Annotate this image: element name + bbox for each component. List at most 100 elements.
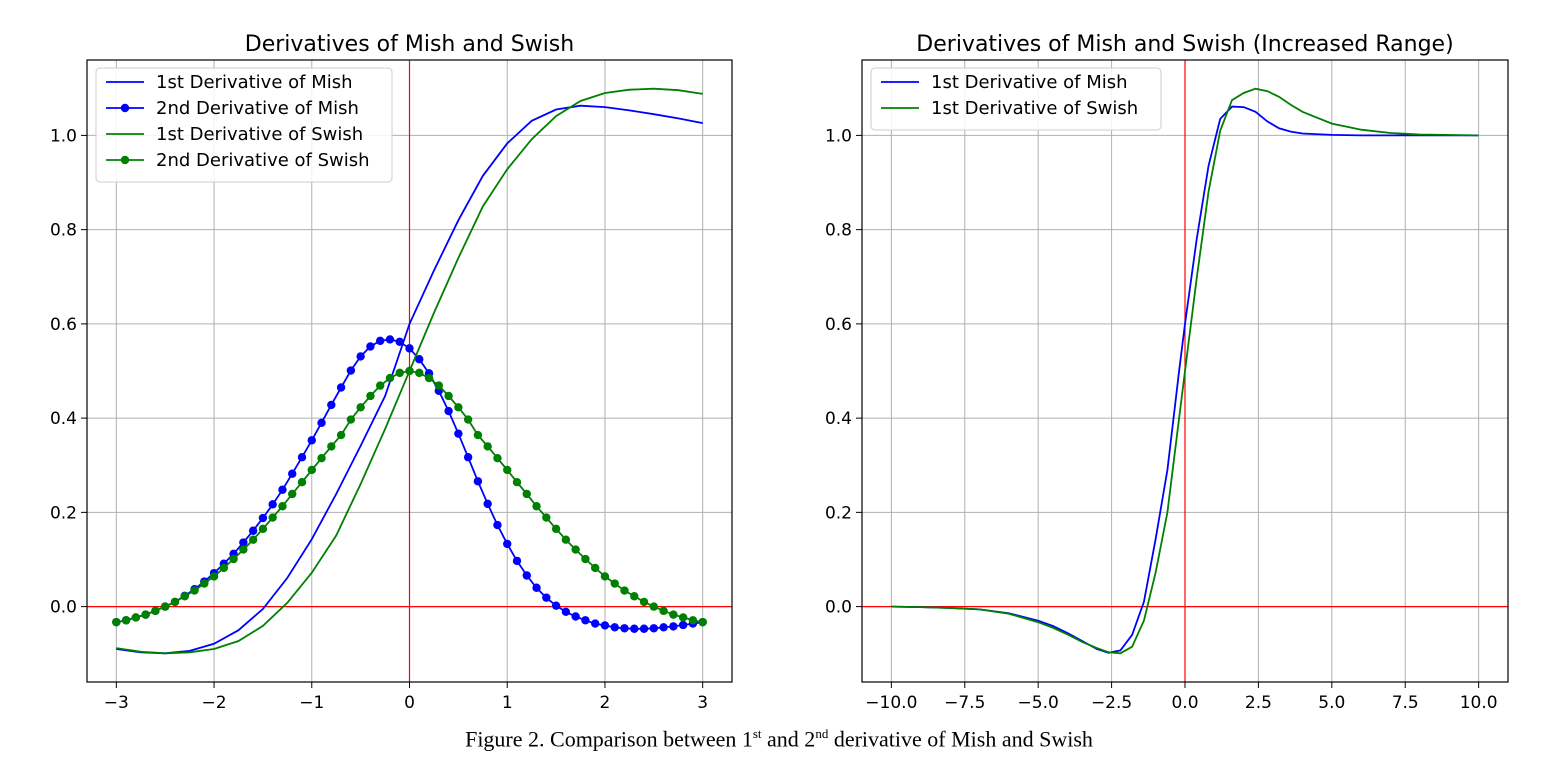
data-point [258,524,268,534]
data-point [532,502,541,511]
data-point [415,368,424,378]
data-point [366,342,375,351]
data-point [688,616,698,625]
data-point [473,430,483,440]
data-point [258,513,268,523]
x-tick-label: 1 [502,693,513,713]
data-point [503,465,512,475]
data-point [239,545,248,554]
data-point [630,592,639,601]
data-point [248,535,258,544]
x-tick-label: −3 [104,693,129,713]
data-point [229,554,238,564]
data-point [463,453,473,462]
y-tick-label: 0.0 [825,598,852,618]
data-point [542,593,551,602]
data-point [551,524,561,534]
x-tick-label: 0.0 [1171,693,1198,713]
data-point [649,602,659,611]
data-point [268,513,277,522]
data-point [200,579,209,588]
data-point [503,539,512,549]
caption-sup-nd: nd [815,726,829,741]
legend-box [95,67,393,183]
data-point [444,391,453,401]
data-point [151,606,160,616]
data-point [405,366,414,376]
data-point [512,478,522,487]
data-point [454,429,463,438]
legend-label: 2nd Derivative of Swish [156,150,370,171]
data-point [307,436,316,445]
data-point [297,453,307,462]
x-tick-label: −10.0 [865,693,917,713]
y-tick-label: 0.8 [50,221,77,241]
data-point [375,336,385,346]
data-point [561,607,571,616]
figure-caption: Figure 2. Comparison between 1st and 2nd… [0,726,1558,752]
data-point [493,453,502,463]
data-point [561,535,571,544]
data-point [620,586,629,595]
x-tick-label: 5.0 [1318,693,1345,713]
x-tick-label: −2.5 [1091,693,1132,713]
legend-label: 2nd Derivative of Mish [156,98,359,119]
data-point [522,489,531,499]
data-point [121,616,131,625]
data-point [297,478,307,487]
data-point [288,469,297,478]
data-point [405,344,414,353]
data-point [239,538,248,547]
series-line-1 [891,105,1479,654]
data-point [454,403,463,412]
x-tick-label: −7.5 [944,693,985,713]
data-point [278,485,287,494]
x-tick-label: −1 [299,693,324,713]
data-point [395,337,404,346]
data-point [610,623,619,632]
chart-title: Derivatives of Mish and Swish [245,32,574,57]
data-point [327,442,336,451]
y-tick-label: 0.2 [50,503,77,523]
data-point [288,489,297,499]
data-point [112,617,121,627]
data-point [532,583,541,592]
y-tick-label: 0.4 [50,409,77,429]
data-point [385,335,395,344]
x-tick-label: −5.0 [1018,693,1059,713]
data-point [620,624,629,633]
data-point [463,415,473,424]
data-point [336,430,346,440]
data-point [327,400,336,410]
x-tick-label: 7.5 [1392,693,1419,713]
data-point [600,572,610,581]
data-point [317,453,326,463]
y-tick-label: 1.0 [825,126,852,146]
data-point [483,442,492,451]
data-point [317,418,326,428]
data-point [395,368,404,378]
x-tick-label: 3 [697,693,708,713]
caption-prefix: Figure 2. Comparison between 1 [465,726,753,752]
data-point [610,579,619,588]
x-tick-label: 2 [600,693,611,713]
data-point [522,571,531,580]
data-point [581,554,590,564]
x-tick-label: 10.0 [1460,693,1498,713]
data-point [415,355,424,364]
chart-2: −10.0 −7.5 −5.0 −2.5 0.0 2.5 5.0 7.5 10.0 0.0 0.2 0… [825,32,1509,713]
legend-label: 1st Derivative of Mish [931,72,1128,93]
data-point [141,610,150,619]
data-point [678,613,688,622]
x-tick-label: 0 [404,693,415,713]
data-point [209,572,219,581]
series-line-2 [891,87,1479,655]
data-point [385,373,395,383]
x-tick-label: −2 [202,693,227,713]
legend-label: 1st Derivative of Mish [156,72,353,93]
data-point [659,606,668,616]
caption-middle: and 2 [761,726,816,752]
data-point [170,597,180,607]
data-point [659,623,668,632]
